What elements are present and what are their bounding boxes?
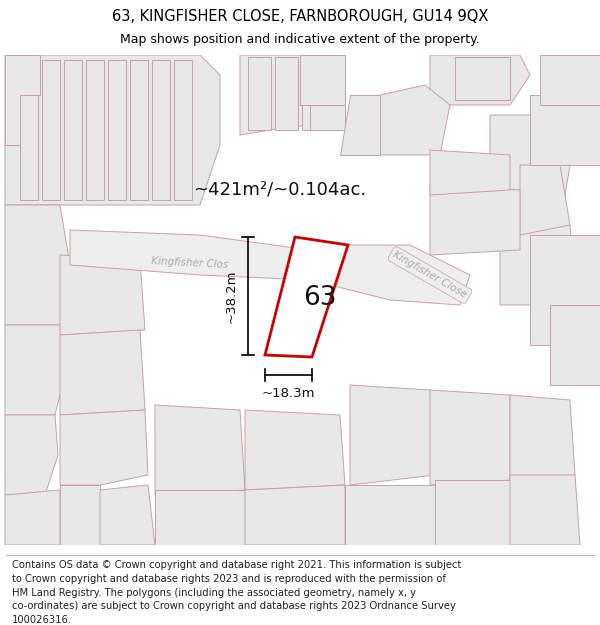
Polygon shape (245, 485, 345, 545)
Polygon shape (60, 410, 148, 485)
Polygon shape (275, 57, 298, 130)
Text: 63, KINGFISHER CLOSE, FARNBOROUGH, GU14 9QX: 63, KINGFISHER CLOSE, FARNBOROUGH, GU14 … (112, 9, 488, 24)
Polygon shape (155, 405, 245, 495)
Text: ~421m²/~0.104ac.: ~421m²/~0.104ac. (193, 181, 367, 199)
Polygon shape (435, 480, 510, 545)
Polygon shape (240, 55, 345, 135)
Polygon shape (108, 60, 126, 200)
Polygon shape (510, 395, 575, 480)
Polygon shape (310, 95, 345, 130)
Polygon shape (60, 485, 100, 545)
Polygon shape (265, 237, 348, 357)
Polygon shape (42, 60, 60, 200)
Polygon shape (5, 490, 60, 545)
Polygon shape (540, 55, 600, 105)
Polygon shape (430, 185, 520, 255)
Text: Map shows position and indicative extent of the property.: Map shows position and indicative extent… (120, 32, 480, 46)
Polygon shape (455, 57, 510, 100)
Text: Contains OS data © Crown copyright and database right 2021. This information is : Contains OS data © Crown copyright and d… (12, 560, 461, 625)
Polygon shape (5, 55, 40, 145)
Polygon shape (152, 60, 170, 200)
Polygon shape (174, 60, 192, 200)
Polygon shape (64, 60, 82, 200)
Polygon shape (5, 495, 45, 545)
Polygon shape (430, 390, 510, 485)
Polygon shape (310, 245, 470, 305)
Polygon shape (510, 475, 580, 545)
Polygon shape (350, 385, 435, 485)
Polygon shape (155, 490, 245, 545)
Text: 63: 63 (303, 286, 337, 311)
Text: Kingfisher Close: Kingfisher Close (391, 250, 469, 300)
Polygon shape (340, 95, 380, 155)
Polygon shape (70, 230, 310, 280)
Polygon shape (86, 60, 104, 200)
Polygon shape (430, 55, 530, 105)
Polygon shape (5, 325, 65, 415)
Polygon shape (300, 55, 345, 105)
Polygon shape (490, 115, 570, 225)
Polygon shape (550, 305, 600, 385)
Text: ~18.3m: ~18.3m (262, 387, 315, 400)
Polygon shape (60, 330, 145, 415)
Polygon shape (248, 57, 271, 130)
Polygon shape (370, 85, 450, 155)
Polygon shape (520, 165, 570, 235)
Polygon shape (5, 205, 70, 325)
Polygon shape (100, 485, 155, 545)
Polygon shape (500, 225, 575, 305)
Polygon shape (130, 60, 148, 200)
Polygon shape (245, 410, 345, 490)
Polygon shape (60, 255, 145, 335)
Text: Kingfisher Clos: Kingfisher Clos (151, 256, 229, 270)
Text: ~38.2m: ~38.2m (225, 269, 238, 322)
Polygon shape (530, 95, 600, 165)
Polygon shape (5, 55, 220, 205)
Polygon shape (5, 415, 58, 495)
Polygon shape (302, 57, 325, 130)
Polygon shape (345, 485, 435, 545)
Polygon shape (20, 60, 38, 200)
Polygon shape (430, 150, 510, 195)
Polygon shape (530, 235, 600, 345)
